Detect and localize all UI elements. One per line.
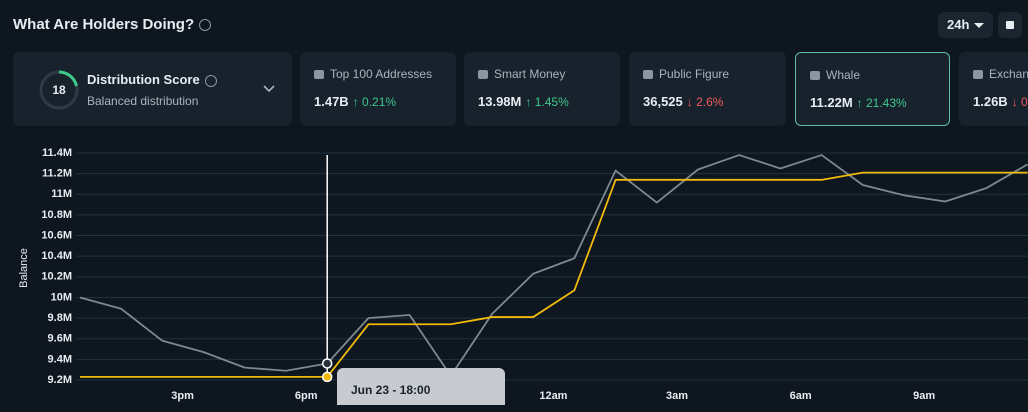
x-tick-label: 9am <box>913 390 935 402</box>
y-tick-label: 9.2M <box>48 374 72 386</box>
info-icon[interactable] <box>204 74 217 87</box>
metric-change: ↓ 0 <box>1011 95 1028 109</box>
y-tick-label: 11M <box>51 188 72 200</box>
calendar-button[interactable] <box>998 12 1022 38</box>
hover-point <box>321 358 333 369</box>
y-tick-label: 10.4M <box>41 250 72 262</box>
score-ring: 18 <box>39 70 79 110</box>
y-tick-label: 11.4M <box>42 147 72 159</box>
metric-change: ↑ 21.43% <box>856 96 907 110</box>
y-tick-label: 9.8M <box>48 312 72 324</box>
x-tick-label: 3am <box>666 390 688 402</box>
y-axis-label: Balance <box>18 248 30 288</box>
series-line <box>80 171 1028 378</box>
title-text: What Are Holders Doing? <box>13 16 195 33</box>
metric-number: 11.22M <box>810 95 853 110</box>
x-tick-label: 6pm <box>295 390 318 402</box>
metric-label: Smart Money <box>478 67 565 81</box>
metric-card[interactable]: Smart Money 13.98M ↑ 1.45% <box>464 52 620 126</box>
metric-label: Public Figure <box>643 67 729 81</box>
metric-change: ↑ 1.45% <box>525 95 569 109</box>
metric-value: 13.98M ↑ 1.45% <box>478 94 569 109</box>
score-card[interactable]: 18 Distribution Score Balanced distribut… <box>13 52 292 126</box>
metric-label: Whale <box>810 68 860 82</box>
range-select[interactable]: 24h <box>938 12 993 38</box>
series-line <box>79 154 1028 377</box>
y-tick-label: 9.4M <box>48 353 72 365</box>
x-tick-label: 6am <box>790 390 812 402</box>
y-tick-label: 10.8M <box>41 209 72 221</box>
metric-number: 13.98M <box>478 94 522 109</box>
y-tick-label: 10.2M <box>41 271 72 283</box>
info-icon[interactable] <box>199 19 212 32</box>
x-tick-label: 12am <box>539 390 567 402</box>
expand-icon[interactable] <box>263 85 275 93</box>
x-tick-label: 3pm <box>171 390 194 402</box>
score-subtitle: Balanced distribution <box>87 94 199 108</box>
tooltip: Jun 23 - 18:00 <box>337 368 505 405</box>
y-tick-label: 10M <box>51 291 72 303</box>
metric-card[interactable]: Exchan 1.26B ↓ 0 <box>959 52 1028 126</box>
metric-label: Exchan <box>973 67 1028 81</box>
score-title-text: Distribution Score <box>87 72 200 87</box>
y-tick-label: 11.2M <box>42 168 72 180</box>
metric-card[interactable]: Whale 11.22M ↑ 21.43% <box>795 52 950 126</box>
metric-value: 11.22M ↑ 21.43% <box>810 95 907 110</box>
score-value: 18 <box>52 83 66 97</box>
hover-point <box>321 371 333 383</box>
metric-number: 36,525 <box>643 94 683 109</box>
metric-value: 36,525 ↓ 2.6% <box>643 94 723 109</box>
metric-number: 1.26B <box>973 94 1008 109</box>
metric-card[interactable]: Public Figure 36,525 ↓ 2.6% <box>629 52 786 126</box>
page-title: What Are Holders Doing? <box>13 16 212 33</box>
metric-label: Top 100 Addresses <box>314 67 432 81</box>
metric-change: ↓ 2.6% <box>686 95 724 109</box>
metric-value: 1.47B ↑ 0.21% <box>314 94 396 109</box>
score-title: Distribution Score <box>87 72 217 87</box>
metric-number: 1.47B <box>314 94 349 109</box>
y-tick-label: 10.6M <box>41 229 72 241</box>
y-tick-label: 9.6M <box>48 333 72 345</box>
metric-card[interactable]: Top 100 Addresses 1.47B ↑ 0.21% <box>300 52 456 126</box>
metric-change: ↑ 0.21% <box>352 95 397 109</box>
metric-value: 1.26B ↓ 0 <box>973 94 1028 109</box>
